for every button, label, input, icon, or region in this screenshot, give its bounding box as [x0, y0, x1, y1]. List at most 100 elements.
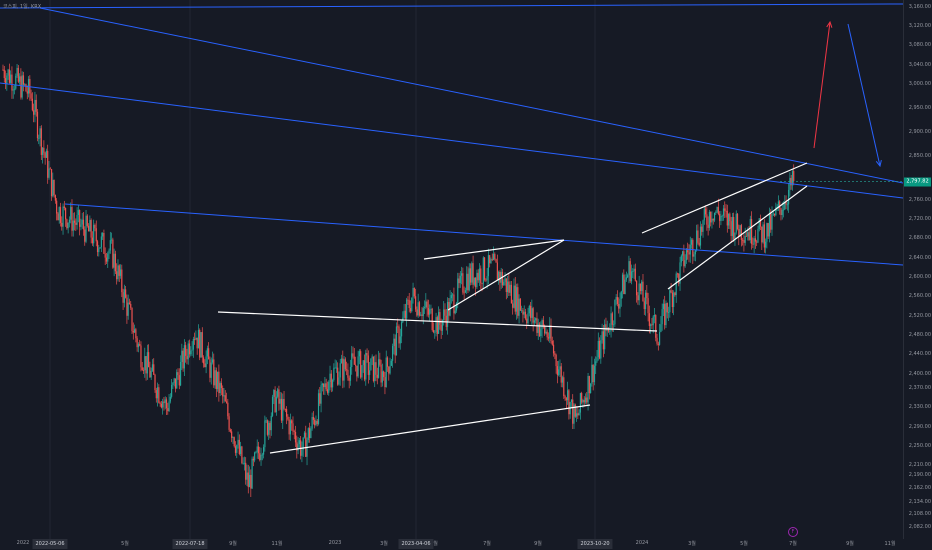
candle-body — [256, 446, 258, 452]
candle-body — [619, 298, 621, 309]
resistance-line-middle — [0, 82, 904, 199]
x-tick-label: 11월 — [271, 541, 283, 547]
candle-body — [633, 268, 635, 272]
y-tick-label: 2,370.00 — [908, 385, 931, 392]
candle-body — [777, 201, 779, 207]
candle-body — [87, 225, 90, 232]
price-axis[interactable]: 3,160.00 3,120.00 3,080.00 3,040.00 3,000.00… — [903, 0, 932, 539]
candle-body — [56, 200, 58, 214]
time-axis[interactable]: 20225월7월9월11월20233월5월7월9월20243월5월7월9월11월… — [0, 539, 903, 550]
candle-body — [246, 472, 248, 480]
pattern-line — [447, 239, 565, 311]
candle-body — [305, 432, 307, 457]
candle-body — [772, 213, 774, 215]
candle-body — [15, 75, 17, 89]
candle-body — [365, 352, 367, 380]
candle-body — [788, 189, 790, 205]
candle-body — [427, 308, 429, 315]
candle-body — [680, 255, 682, 263]
candle-body — [298, 440, 300, 445]
candle-body — [748, 232, 750, 241]
candle-body — [384, 377, 386, 388]
candle-body — [477, 272, 479, 281]
candle-body — [601, 331, 603, 341]
candle-body — [513, 285, 515, 308]
candle-body — [452, 294, 454, 296]
y-tick-label: 2,720.00 — [908, 216, 931, 223]
candle-body — [506, 281, 509, 292]
candle-body — [323, 383, 325, 388]
candle-body — [107, 253, 109, 262]
candle-body — [210, 362, 212, 378]
candle-body — [329, 373, 331, 383]
candle-body — [492, 253, 495, 261]
candle-body — [317, 393, 320, 424]
x-tick-label: 2023 — [328, 540, 342, 546]
candle-body — [264, 420, 266, 448]
candle-body — [685, 250, 688, 261]
candle-body — [135, 329, 137, 339]
candle-body — [57, 213, 59, 221]
candle-body — [673, 292, 675, 308]
x-tick-label: 5월 — [740, 541, 748, 547]
candle-body — [722, 208, 725, 216]
candle-body — [522, 310, 524, 315]
candle-body — [439, 312, 441, 325]
candle-body — [725, 210, 727, 212]
candle-body — [586, 397, 588, 403]
candle-body — [89, 219, 91, 232]
candle-body — [301, 449, 303, 456]
candle-body — [297, 444, 299, 451]
candle-body — [546, 331, 548, 338]
candle-body — [514, 285, 516, 312]
candle-body — [241, 446, 243, 464]
candle-body — [460, 273, 463, 276]
time-marker-label: 2022-05-06 — [32, 539, 68, 549]
candle-body — [220, 383, 223, 388]
candle-body — [222, 387, 224, 397]
candle-body — [550, 325, 552, 341]
candle-body — [698, 242, 700, 246]
candle-body — [314, 419, 316, 426]
candle-body — [383, 371, 385, 378]
chart-area[interactable] — [0, 0, 904, 539]
candle-body — [568, 390, 570, 415]
y-tick-label: 2,680.00 — [908, 235, 931, 242]
candle-body — [2, 69, 4, 71]
candle-body — [127, 302, 129, 316]
candle-body — [399, 336, 401, 344]
y-tick-label: 2,290.00 — [908, 423, 931, 430]
candle-body — [625, 277, 627, 280]
candle-body — [775, 207, 777, 216]
candle-body — [377, 359, 380, 378]
candle-body — [667, 312, 670, 313]
candle-body — [713, 212, 716, 221]
candle-body — [53, 179, 55, 196]
candle-body — [620, 291, 622, 299]
candle-body — [153, 364, 155, 375]
candle-body — [162, 401, 164, 408]
y-tick-label: 2,900.00 — [908, 129, 931, 136]
candle-body — [759, 218, 762, 227]
candle-body — [676, 273, 679, 275]
candle-body — [274, 389, 276, 412]
candle-body — [412, 287, 414, 298]
candle-body — [159, 402, 161, 404]
candle-body — [747, 232, 749, 237]
event-flag-icon[interactable]: F — [788, 527, 798, 537]
candle-body — [100, 236, 102, 248]
candle-body — [444, 309, 446, 316]
candle-body — [70, 207, 72, 220]
candle-body — [779, 201, 781, 209]
candle-body — [454, 310, 456, 314]
candle-body — [524, 311, 527, 319]
candle-body — [204, 363, 206, 368]
candle-body — [660, 324, 662, 333]
candle-body — [8, 69, 10, 83]
candle-body — [611, 313, 613, 325]
chart-svg — [0, 0, 904, 539]
candle-body — [432, 330, 435, 333]
candle-body — [43, 147, 45, 153]
candle-body — [443, 309, 445, 321]
candle-body — [561, 377, 564, 383]
